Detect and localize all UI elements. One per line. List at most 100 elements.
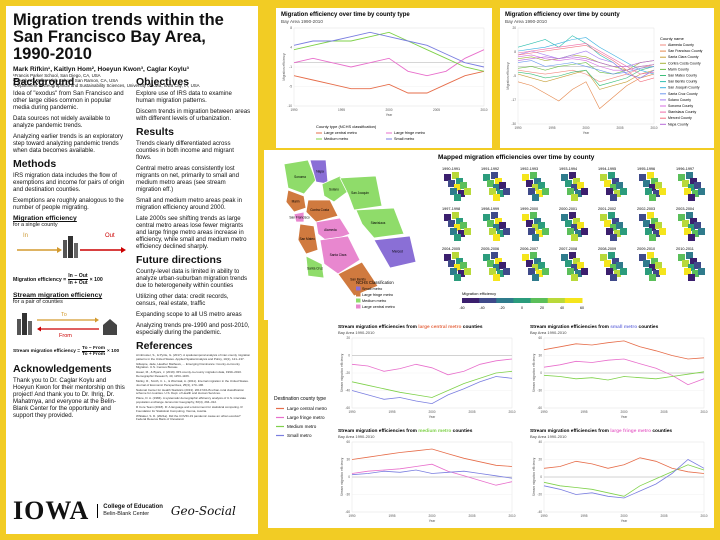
map-legend-swatch [356,298,361,303]
single-county-diagram: In Out [17,233,126,258]
mini-county [610,274,617,281]
mini-county [450,228,457,235]
mini-county [604,180,611,187]
county-shape [373,235,417,269]
x-tick-label: 2005 [660,410,667,414]
mini-county [575,190,582,197]
mini-county [497,230,504,237]
y-tick-label: 60 [538,336,542,340]
y-axis-label: Migration efficiency [282,53,286,81]
mini-county [612,258,619,265]
mini-county [464,268,471,275]
reference-item: Armbruster, S., & Pyrtle, G. (2017). A s… [136,353,251,361]
y-tick-label: -17 [511,98,516,102]
x-tick-label: 2005 [468,514,475,518]
stream-chart-subtitle: Bay Area 1990-2010 [338,434,375,439]
mini-county [610,194,617,201]
mini-county [530,172,537,179]
mini-county [616,262,623,269]
methods-text: Exemptions are roughly analogous to the … [13,197,124,211]
mini-county [528,188,535,195]
stream-chart-title: Stream migration efficiencies from mediu… [338,428,473,434]
mini-county [448,260,455,267]
year-label: 1990-1991 [442,167,460,171]
year-label: 1991-1992 [481,167,499,171]
formula-fraction: In − Out In + Out [68,273,88,286]
mini-county [686,212,693,219]
y-tick-label: 40 [538,440,542,444]
year-label: 2001-2002 [598,207,616,211]
series-line [543,371,705,381]
mini-county [581,228,588,235]
mini-county [577,182,584,189]
mini-county [454,234,461,241]
mini-county [565,260,572,267]
color-legend-tick: 0 [521,306,523,310]
acknowledgements-heading: Acknowledgements [13,363,112,375]
color-legend-title: Migration efficiency [462,291,496,296]
mini-county [682,220,689,227]
mini-county [647,172,654,179]
building-icon [22,313,27,335]
mini-county [530,252,537,259]
results-text: Trends clearly differentiated across cou… [136,140,234,161]
county-label: Stanislaus [371,221,386,225]
legend-label: Alameda County [668,43,694,47]
x-tick-label: 1990 [348,514,355,518]
mini-county [536,230,543,237]
y-tick-label: -60 [345,510,350,514]
building-icon [74,243,78,258]
chart-title: Migration efficiency over time by county [505,12,620,18]
mini-county [692,230,699,237]
references-list: Armbruster, S., & Pyrtle, G. (2017). A s… [136,353,251,422]
y-tick-label: 4 [290,46,292,50]
mini-county [653,270,660,277]
formula-label: Migration efficiency = [13,276,67,283]
mini-county [538,182,545,189]
title-suffix: counties [451,428,472,434]
color-legend-step [496,298,514,303]
year-label: 2002-2003 [637,207,655,211]
mini-county [567,228,574,235]
title-highlight: medium metro [418,428,451,434]
x-tick-label: 2000 [582,126,589,130]
title-prefix: Stream migration efficiencies from [338,428,418,434]
mini-county [503,228,510,235]
legend-label: Napa County [668,122,689,126]
stream-chart-subtitle: Bay Area 1990-2010 [530,434,567,439]
stream-charts: Stream migration efficiencies from large… [274,324,708,523]
y-axis-label: Stream migration efficiency [532,457,536,496]
x-tick-label: 2005 [433,108,440,112]
county-shape [305,199,339,223]
mini-county [458,230,465,237]
results-heading: Results [136,126,174,138]
stream-chart-subtitle: Bay Area 1990-2010 [338,330,375,335]
formula-numerator: In − Out [68,273,88,280]
mini-county [458,190,465,197]
mini-county [688,194,695,201]
legend-label: Solano County [668,98,691,102]
right-column: Objectives Explore use of IRS data to ex… [136,74,251,424]
mini-county [542,188,549,195]
mini-county [454,224,461,231]
mini-county [678,214,685,221]
mini-county [682,180,689,187]
affiliation: ³Department of Geographical and Sustaina… [13,83,200,89]
mini-county [571,264,578,271]
reference-item: R Core Team (2018). R: A language and en… [136,405,243,413]
mini-county [464,228,471,235]
mini-county [489,268,496,275]
x-tick-label: 1995 [388,514,395,518]
year-label: 2006-2007 [520,247,538,251]
mini-county [491,212,498,219]
mini-county [542,228,549,235]
color-legend-step [462,298,480,303]
background-text: Data sources not widely available to ana… [13,115,111,129]
mini-county [688,184,695,191]
to-arrow-head [95,317,99,323]
year-label: 2005-2006 [481,247,499,251]
mini-county [612,218,619,225]
mini-county [460,262,467,269]
migration-efficiency-sub: for a single county [13,222,58,228]
left-panel: Migration trends within the San Francisc… [6,6,258,534]
